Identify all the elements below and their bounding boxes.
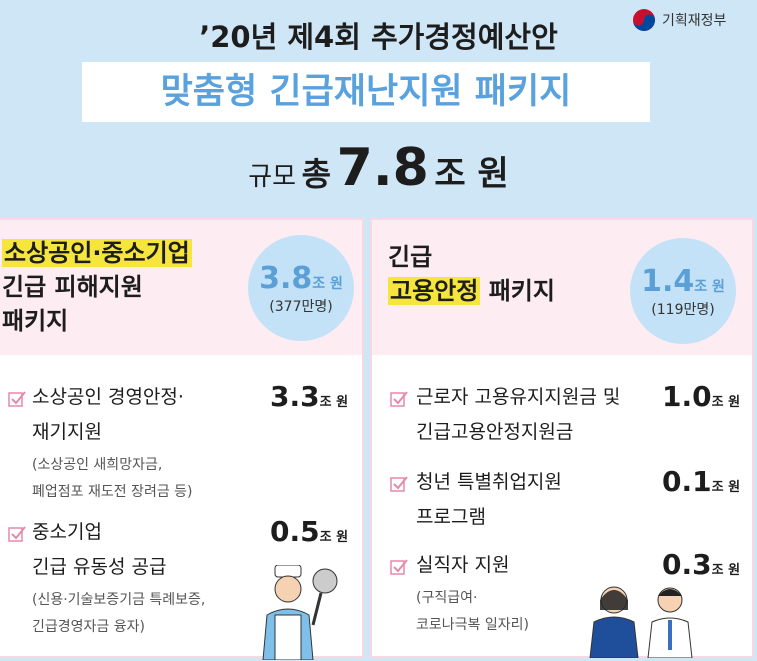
logo-icon [633, 9, 655, 31]
amount: 0.5 [270, 515, 320, 548]
badge-unit: 조 원 [694, 279, 725, 295]
item-amount: 1.0조 원 [662, 380, 740, 413]
amount: 0.3 [662, 548, 712, 581]
amount: 0.1 [662, 465, 712, 498]
title-line: 패키지 [2, 307, 69, 335]
amount: 3.3 [270, 380, 320, 413]
banner: 맞춤형 긴급재난지원 패키지 [82, 62, 650, 122]
panel: 긴급 고용안정 패키지 1.4조 원 (119만명) 근로자 고용유지지원금 및… [370, 218, 754, 658]
item: 소상공인 경영안정· 재기지원 [32, 380, 184, 450]
item-note: (신용·기술보증기금 특례보증, 긴급경영자금 융자) [32, 587, 205, 641]
badge: 3.8조 원 (377만명) [248, 235, 354, 341]
badge: 1.4조 원 (119만명) [630, 238, 736, 344]
scale-unit: 조 원 [434, 154, 509, 194]
badge-amount: 1.4 [641, 264, 695, 299]
unit: 조 원 [319, 530, 349, 545]
note-line: 코로나극복 일자리) [416, 617, 529, 633]
badge-unit: 조 원 [312, 276, 343, 292]
check-icon [8, 526, 26, 542]
title: ’20년 제4회 추가경정예산안 [199, 20, 558, 54]
unit: 조 원 [711, 395, 741, 410]
title-line: 긴급 [388, 243, 433, 271]
badge-note: (377만명) [269, 299, 333, 315]
panel-title: 긴급 고용안정 패키지 [388, 240, 555, 308]
scale: 규모 총 7.8 조 원 [0, 138, 757, 198]
highlight: 고용안정 [388, 277, 481, 305]
illustration-cook [262, 565, 338, 660]
note-line: 긴급경영자금 융자) [32, 619, 145, 635]
scale-prefix: 총 [301, 155, 332, 193]
note-line: (소상공인 새희망자금, [32, 457, 163, 473]
title-line: 긴급 피해지원 [2, 273, 143, 301]
check-icon [390, 559, 408, 575]
logo-text: 기획재정부 [662, 13, 727, 29]
item-line: 긴급고용안정지원금 [416, 421, 574, 443]
badge-amount: 3.8 [259, 261, 313, 296]
item-line: 재기지원 [32, 421, 102, 443]
scale-label: 규모 [248, 162, 297, 192]
item-amount: 3.3조 원 [270, 380, 348, 413]
title-line: 패키지 [488, 277, 555, 305]
panel-title: 소상공인·중소기업 긴급 피해지원 패키지 [2, 236, 192, 338]
check-icon [390, 391, 408, 407]
item-note: (소상공인 새희망자금, 폐업점포 재도전 장려금 등) [32, 452, 193, 506]
item-amount: 0.3조 원 [662, 548, 740, 581]
note-line: 폐업점포 재도전 장려금 등) [32, 484, 193, 500]
badge-note: (119만명) [651, 302, 715, 318]
item-line: 근로자 고용유지지원금 및 [416, 386, 621, 408]
amount: 1.0 [662, 380, 712, 413]
item-line: 실직자 지원 [416, 554, 510, 576]
item-line: 프로그램 [416, 506, 486, 528]
note-line: (신용·기술보증기금 특례보증, [32, 592, 206, 608]
scale-amount: 7.8 [336, 138, 429, 198]
item-amount: 0.5조 원 [270, 515, 348, 548]
unit: 조 원 [319, 395, 349, 410]
unit: 조 원 [711, 563, 741, 578]
item-line: 소상공인 경영안정· [32, 386, 184, 408]
check-icon [8, 391, 26, 407]
item-line: 청년 특별취업지원 [416, 471, 562, 493]
unit: 조 원 [711, 480, 741, 495]
item: 실직자 지원 [416, 548, 509, 583]
item-note: (구직급여· 코로나극복 일자리) [416, 585, 529, 639]
highlight: 소상공인·중소기업 [2, 239, 192, 267]
note-line: (구직급여· [416, 590, 478, 606]
check-icon [390, 476, 408, 492]
panel: 소상공인·중소기업 긴급 피해지원 패키지 3.8조 원 (377만명) 소상공… [0, 218, 364, 660]
item-amount: 0.1조 원 [662, 465, 740, 498]
item-line: 중소기업 [32, 521, 102, 543]
item-line: 긴급 유동성 공급 [32, 556, 167, 578]
illustration-workers [589, 586, 693, 658]
